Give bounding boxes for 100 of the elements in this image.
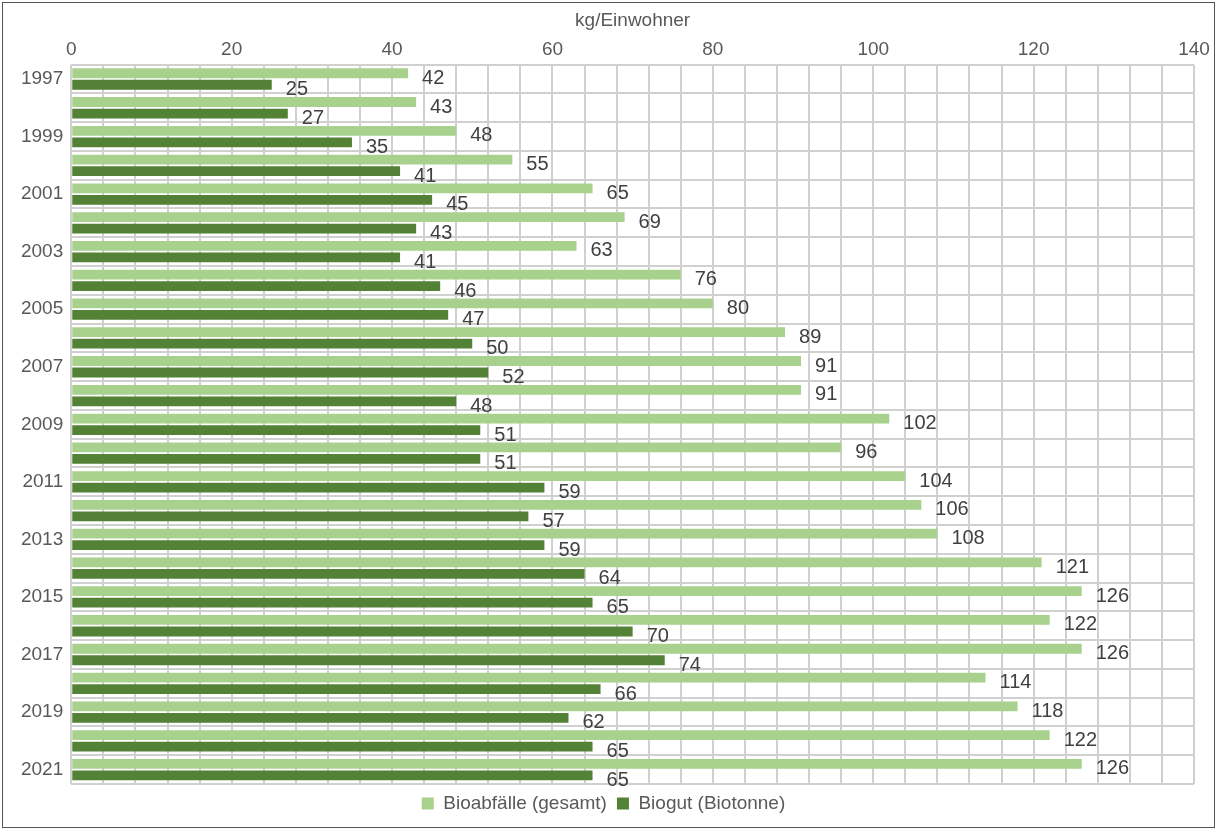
bar <box>72 741 593 752</box>
bar <box>72 298 713 309</box>
bar <box>72 137 352 148</box>
y-tick-label: 2005 <box>20 297 64 319</box>
data-label: 43 <box>430 94 453 117</box>
bar <box>72 442 842 453</box>
data-label: 35 <box>365 134 389 157</box>
data-label: 114 <box>999 670 1032 693</box>
bar <box>72 730 1050 740</box>
bar <box>72 367 489 378</box>
x-tick-label: 0 <box>65 38 77 60</box>
y-tick-label: 2021 <box>20 757 64 779</box>
x-axis-title: kg/Einwohner <box>575 8 691 30</box>
bar <box>72 252 401 263</box>
bar <box>72 597 593 608</box>
data-label: 27 <box>301 106 325 129</box>
bar <box>72 281 441 292</box>
bar <box>72 672 986 683</box>
x-tick-label: 100 <box>857 38 890 60</box>
bar <box>72 338 473 349</box>
data-label: 43 <box>430 221 453 244</box>
data-label: 48 <box>470 123 493 146</box>
bar <box>72 310 449 320</box>
data-label: 51 <box>494 422 517 445</box>
data-label: 91 <box>815 382 838 405</box>
data-label: 65 <box>606 595 629 618</box>
data-label: 51 <box>494 451 517 474</box>
bar <box>72 413 890 424</box>
bar <box>72 569 585 579</box>
bar <box>72 396 457 407</box>
data-label: 69 <box>638 209 661 232</box>
bar <box>72 194 433 205</box>
data-label: 41 <box>414 249 437 272</box>
data-label: 89 <box>799 324 822 347</box>
x-tick-label: 80 <box>702 38 724 60</box>
data-label: 65 <box>606 767 629 790</box>
data-label: 48 <box>470 393 493 416</box>
data-label: 80 <box>726 295 750 318</box>
data-label: 91 <box>815 353 838 376</box>
data-label: 55 <box>526 152 549 175</box>
data-label: 46 <box>454 278 477 301</box>
bar <box>72 643 1082 654</box>
data-label: 74 <box>678 652 701 675</box>
data-label: 102 <box>903 411 937 434</box>
bar <box>72 701 1018 712</box>
data-label: 108 <box>951 526 985 549</box>
data-label: 63 <box>590 238 613 261</box>
data-label: 65 <box>606 180 629 203</box>
data-label: 64 <box>598 566 621 589</box>
bar <box>72 586 1082 597</box>
data-label: 70 <box>646 624 669 646</box>
y-tick-label: 1999 <box>20 124 64 146</box>
data-label: 41 <box>414 163 437 186</box>
bar <box>72 212 625 223</box>
data-label: 65 <box>606 739 629 762</box>
data-label: 76 <box>694 267 717 290</box>
bar <box>72 615 1050 625</box>
data-label: 59 <box>558 537 581 560</box>
bar <box>72 327 786 338</box>
bar <box>72 511 529 522</box>
bar <box>72 154 513 165</box>
y-tick-label: 2007 <box>20 354 64 376</box>
bar <box>72 684 601 694</box>
data-label: 122 <box>1063 727 1098 750</box>
bar <box>72 425 481 435</box>
data-label: 45 <box>446 192 469 215</box>
y-tick-label: 2017 <box>20 642 64 664</box>
x-tick-label: 60 <box>541 38 564 60</box>
bar <box>72 626 633 637</box>
x-tick-label: 140 <box>1178 38 1210 60</box>
data-label: 50 <box>486 336 509 359</box>
data-label: 42 <box>422 65 445 88</box>
data-label: 106 <box>935 497 969 520</box>
data-label: 126 <box>1095 756 1130 779</box>
x-tick-label: 40 <box>381 38 403 60</box>
data-label: 126 <box>1095 641 1130 664</box>
bar <box>72 770 593 781</box>
data-label: 52 <box>502 365 525 388</box>
bar <box>72 79 272 90</box>
data-label: 126 <box>1095 583 1130 606</box>
bar <box>72 655 665 666</box>
bar <box>72 540 545 551</box>
x-tick-label: 20 <box>221 38 243 60</box>
y-tick-label: 2009 <box>20 412 64 434</box>
data-label: 25 <box>285 77 309 100</box>
data-label: 118 <box>1031 698 1064 721</box>
y-tick-label: 2003 <box>20 239 64 261</box>
bar <box>72 356 802 366</box>
data-label: 66 <box>614 681 637 704</box>
data-label: 47 <box>462 307 485 330</box>
y-tick-label: 2013 <box>20 527 64 549</box>
y-tick-label: 2015 <box>20 585 64 607</box>
bar <box>72 241 577 251</box>
data-label: 59 <box>558 480 581 503</box>
data-label: 57 <box>542 508 565 531</box>
bar <box>72 108 288 119</box>
bar <box>72 183 593 194</box>
x-tick-label: 120 <box>1017 38 1050 60</box>
data-label: 121 <box>1055 554 1089 577</box>
data-label: 96 <box>855 439 878 462</box>
